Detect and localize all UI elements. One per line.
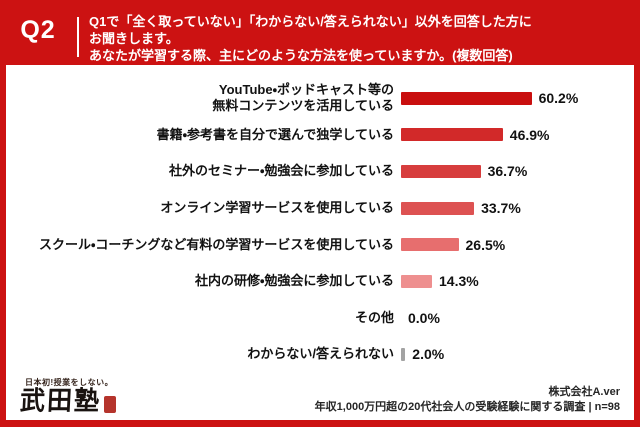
bar-chart: YouTube・ポッドキャスト等の 無料コンテンツを活用している 60.2% 書…: [6, 80, 634, 373]
category-label: スクール・コーチングなど有料の学習サービスを使用している: [38, 236, 394, 252]
bar-zone: 36.7%: [401, 163, 527, 179]
bar-online-service: [401, 201, 475, 215]
bar-external-seminar: [401, 164, 481, 178]
category-label: その他: [354, 309, 394, 325]
logo-tagline: 日本初!授業をしない。: [25, 378, 114, 387]
bar-zone: 26.5%: [401, 237, 505, 253]
chart-row-books-selfstudy: 書籍・参考書を自分で選んで独学している 46.9%: [6, 117, 634, 154]
category-label: 社内の研修・勉強会に参加している: [194, 273, 394, 289]
bar-paid-service: [401, 238, 459, 252]
question-text-line-1: Q1で「全く取っていない」「わからない/答えられない」以外を回答した方に: [89, 14, 532, 29]
bar-zone: 2.0%: [401, 346, 444, 362]
bar-books-selfstudy: [401, 128, 503, 142]
takeda-juku-logo: 日本初!授業をしない。 武田塾: [19, 377, 117, 416]
question-text-line-2: お聞きします。: [89, 31, 179, 46]
category-label: 書籍・参考書を自分で選んで独学している: [156, 126, 394, 142]
chart-row-other: その他 0.0%: [6, 300, 634, 337]
value-label: 36.7%: [487, 163, 528, 180]
category-label: わからない/答えられない: [247, 346, 394, 362]
header-divider: [77, 17, 79, 57]
bar-dont-know: [401, 347, 406, 361]
logo-row: 武田塾: [19, 385, 117, 416]
chart-row-dont-know: わからない/答えられない 2.0%: [6, 336, 634, 373]
chart-row-internal-training: 社内の研修・勉強会に参加している 14.3%: [6, 263, 634, 300]
value-label: 2.0%: [412, 346, 445, 363]
value-label: 33.7%: [481, 200, 521, 217]
value-label: 0.0%: [408, 309, 440, 326]
question-text-line-3: あなたが学習する際、主にどのような方法を使っていますか。(複数回答): [89, 48, 513, 63]
value-label: 26.5%: [465, 236, 506, 253]
value-label: 14.3%: [439, 273, 479, 290]
category-label: 社外のセミナー・勉強会に参加している: [168, 163, 394, 179]
value-label: 60.2%: [538, 90, 579, 107]
chart-row-online-service: オンライン学習サービスを使用している 33.7%: [6, 190, 634, 227]
bar-zone: 46.9%: [401, 127, 550, 143]
bar-zone: 60.2%: [401, 90, 578, 106]
chart-row-external-seminar: 社外のセミナー・勉強会に参加している 36.7%: [6, 153, 634, 190]
bar-zone: 0.0%: [401, 310, 440, 326]
question-text: Q1で「全く取っていない」「わからない/答えられない」以外を回答した方に お聞き…: [89, 13, 630, 64]
bar-youtube-podcast: [401, 91, 532, 105]
bar-internal-training: [401, 274, 432, 288]
chart-row-paid-service: スクール・コーチングなど有料の学習サービスを使用している 26.5%: [6, 226, 634, 263]
category-label: オンライン学習サービスを使用している: [160, 199, 394, 215]
question-header: Q2 Q1で「全く取っていない」「わからない/答えられない」以外を回答した方に …: [0, 0, 640, 66]
logo-calligraphy-text: 武田塾: [19, 385, 102, 416]
hanko-seal-icon: [104, 396, 117, 413]
bar-zone: 14.3%: [401, 273, 479, 289]
bar-zone: 33.7%: [401, 200, 521, 216]
question-number: Q2: [20, 16, 56, 44]
company-name: 株式会社A.ver: [548, 386, 620, 398]
survey-caption: 年収1,000万円超の20代社会人の受験経験に関する調査 | n=98: [314, 401, 620, 413]
chart-row-youtube-podcast: YouTube・ポッドキャスト等の 無料コンテンツを活用している 60.2%: [6, 80, 634, 117]
survey-credits: 株式会社A.ver 年収1,000万円超の20代社会人の受験経験に関する調査 |…: [315, 385, 620, 415]
value-label: 46.9%: [509, 126, 550, 143]
chart-panel: YouTube・ポッドキャスト等の 無料コンテンツを活用している 60.2% 書…: [6, 65, 634, 420]
category-label: YouTube・ポッドキャスト等の 無料コンテンツを活用している: [212, 82, 394, 114]
